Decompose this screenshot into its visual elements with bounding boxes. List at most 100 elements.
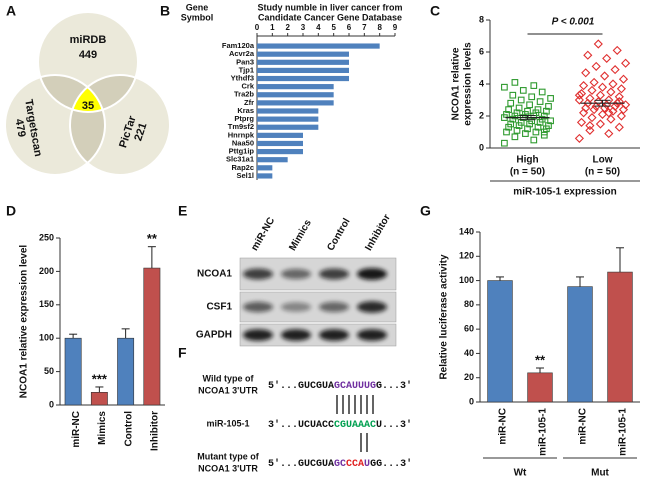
bar (607, 271, 633, 403)
data-point (612, 98, 622, 108)
y-tick-label: 200 (39, 266, 54, 276)
bar (257, 148, 303, 155)
x-tick-label: miR-105-1 (618, 408, 629, 456)
data-point (538, 88, 546, 96)
data-point (621, 58, 631, 68)
bar (257, 43, 380, 49)
sequence-label: NCOA1 3'UTR (198, 463, 258, 473)
data-point (524, 107, 531, 115)
panel-label: D (6, 203, 16, 219)
blot-background (239, 323, 397, 347)
x-tick-label: 6 (347, 23, 352, 32)
y-axis-title: Relative luciferase activity (439, 254, 450, 380)
data-point (532, 128, 540, 136)
blot-band (281, 302, 311, 312)
data-point (612, 45, 622, 55)
blot-band (357, 329, 387, 341)
bar (257, 157, 288, 163)
data-point (524, 125, 531, 133)
x-tick-label: 4 (316, 23, 321, 32)
data-point (540, 112, 548, 120)
bar (487, 280, 513, 403)
blot-band (281, 329, 311, 341)
significance: ** (147, 231, 158, 246)
x-tick-label: High (516, 155, 538, 166)
data-point (595, 119, 605, 129)
data-point (610, 65, 620, 75)
x-tick-sublabel: (n = 50) (585, 167, 620, 178)
y-tick-label: Tra2b (234, 90, 254, 99)
x-tick-label: Mimics (97, 411, 108, 445)
blot-band (319, 301, 349, 313)
y-axis-title: Symbol (181, 12, 214, 22)
x-tick-label: miR-NC (71, 411, 82, 448)
data-point (507, 120, 515, 128)
bar (257, 51, 349, 57)
venn-set-name: miRDB (70, 34, 107, 46)
y-tick-label: 250 (39, 232, 54, 242)
group-label: Wt (514, 468, 527, 479)
row-label: NCOA1 (197, 269, 232, 280)
bar (257, 84, 334, 90)
sequence-segment: 5'...GUCGUA (268, 380, 334, 392)
sequence-segment: GC (334, 459, 346, 470)
data-point (618, 74, 629, 84)
data-point (591, 61, 601, 71)
data-point (511, 133, 519, 141)
sequence-segment: GCAUUUG (334, 381, 376, 392)
y-tick-label: Sel1l (236, 171, 254, 180)
y-tick-label: Naa50 (232, 138, 254, 147)
bar (257, 67, 349, 74)
data-point (545, 103, 552, 110)
bar (90, 392, 108, 406)
data-point (507, 99, 515, 107)
x-tick-label: 3 (301, 23, 306, 32)
data-point (600, 71, 610, 81)
data-point (595, 90, 605, 100)
y-tick-label: Ptprg (234, 114, 254, 123)
venn-intersection: 35 (82, 100, 94, 112)
group-label: Mut (591, 468, 609, 479)
y-tick-label: 0 (479, 142, 484, 152)
sequence-segment: U...3' (376, 419, 412, 431)
sequence: 5'...GUCGUAGCAUUUGG...3' (268, 380, 412, 392)
y-tick-label: Tjp1 (239, 65, 254, 74)
data-point (576, 117, 587, 127)
y-tick-label: Hnrnpk (228, 130, 255, 139)
venn-diagram (4, 11, 171, 176)
sequence-segment: 3'...UCUACC (268, 419, 334, 431)
data-point (534, 106, 542, 113)
data-point (530, 82, 538, 89)
blot-band (357, 268, 387, 280)
data-point (606, 87, 616, 97)
bar (527, 372, 553, 403)
chart-title: Candidate Cancer Gene Database (258, 12, 402, 22)
panel-label: G (420, 203, 431, 219)
sequence: 3'...UCUACCCGUAAACU...3' (268, 419, 412, 431)
bar (257, 124, 319, 130)
y-axis-title: Gene (186, 2, 209, 12)
x-tick-label: 9 (393, 23, 398, 32)
sequence-segment: CCA (346, 459, 364, 470)
data-point (614, 97, 624, 107)
blot-band (319, 329, 349, 341)
blot-band (243, 301, 273, 313)
data-point (517, 96, 525, 104)
data-point (585, 93, 595, 103)
data-point (574, 90, 584, 100)
data-point (519, 87, 527, 94)
x-axis-title: miR-105-1 expression (513, 187, 616, 198)
sequence-label: Mutant type of (197, 451, 259, 461)
bar (257, 173, 273, 179)
data-point (528, 93, 536, 101)
blot-band (357, 301, 387, 313)
y-tick-label: Fam120a (222, 41, 255, 50)
bar (257, 59, 349, 65)
y-tick-label: 2 (479, 110, 484, 120)
y-tick-label: 60 (464, 324, 474, 334)
data-point (540, 128, 548, 136)
y-tick-label: 8 (479, 14, 484, 24)
x-tick-sublabel: (n = 50) (510, 167, 545, 178)
